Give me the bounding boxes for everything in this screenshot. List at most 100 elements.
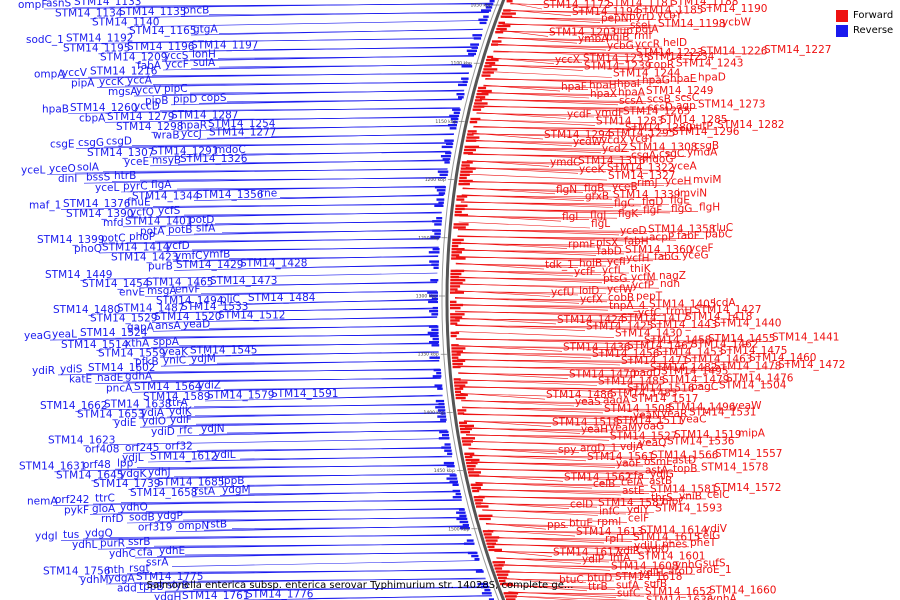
gene-label: flgA <box>151 179 172 191</box>
reverse-feature <box>431 328 439 331</box>
leader-line <box>247 491 460 495</box>
leader-line <box>472 469 701 472</box>
gene-label: pyrC <box>123 181 148 193</box>
kbp-tick-label: 1450 kbp <box>434 468 455 474</box>
gene-label: mviM <box>693 174 721 186</box>
leader-line <box>457 229 712 233</box>
forward-feature <box>498 21 505 25</box>
gene-label: STM14_1536 <box>667 436 735 448</box>
gene-label: lpp <box>117 458 134 470</box>
gene-label: ydiO <box>142 416 166 428</box>
gene-label: STM14_1430 <box>615 328 682 340</box>
reverse-feature <box>437 387 443 390</box>
gene-label: msyB <box>152 154 181 166</box>
reverse-feature <box>448 124 457 127</box>
reverse-feature <box>430 235 441 238</box>
gene-label: yaoF <box>616 458 641 470</box>
reverse-feature <box>444 449 452 452</box>
leader-line <box>173 474 456 477</box>
reverse-feature <box>440 155 451 158</box>
leader-line <box>141 334 438 338</box>
gene-label: scsB <box>647 93 671 105</box>
gene-label: astB <box>649 475 672 487</box>
gene-label: STM14_1226 <box>700 45 768 57</box>
gene-label: pncB <box>183 5 209 17</box>
gene-label: ydgM <box>222 484 251 496</box>
leader-line <box>455 277 659 281</box>
reverse-feature <box>432 248 440 251</box>
legend: Forward Reverse <box>836 8 893 38</box>
gene-label: STM14_1291 <box>151 146 218 158</box>
gene-label: grxB <box>585 191 609 203</box>
gene-label: STM14_1425 <box>586 321 653 333</box>
gene-label: sodB <box>129 512 155 524</box>
gene-label: yceG <box>682 249 709 261</box>
reverse-feature <box>470 43 479 46</box>
reverse-feature <box>475 570 484 573</box>
gene-label: STM14_1135 <box>119 6 186 18</box>
gene-label: yeaW <box>732 400 762 412</box>
gene-label: STM14_1494 <box>156 295 224 307</box>
gene-label: purR <box>100 538 125 550</box>
forward-feature <box>460 427 472 431</box>
leader-line <box>106 272 438 280</box>
gene-label: ptsG <box>603 273 627 285</box>
gene-label: ydjG <box>650 468 674 480</box>
gene-label: csgB <box>694 140 719 152</box>
forward-feature <box>450 279 466 282</box>
leader-line <box>470 140 629 144</box>
leader-line <box>500 31 635 34</box>
forward-feature <box>452 359 466 362</box>
leader-line <box>462 188 612 192</box>
gene-label: cbpA <box>79 112 106 124</box>
leader-line <box>507 10 700 14</box>
reverse-feature <box>431 263 439 266</box>
reverse-feature <box>449 480 458 483</box>
gene-label: csgE <box>50 138 75 150</box>
forward-feature <box>496 27 507 31</box>
reverse-feature <box>481 585 490 589</box>
gene-label: STM14_1511 <box>616 415 683 427</box>
reverse-feature <box>453 111 460 114</box>
forward-feature <box>482 71 494 74</box>
gene-label: STM14_1775 <box>136 571 203 583</box>
gene-label: yeaM <box>609 422 637 434</box>
gene-label: ycfS <box>158 205 181 217</box>
leader-line <box>483 85 617 89</box>
gene-label: ycfM <box>631 271 656 283</box>
gene-label: icdA <box>713 297 736 309</box>
gene-label: envE <box>119 287 145 299</box>
gene-label: ydiV <box>704 523 728 535</box>
kbp-tick-label: 1250 kbp <box>418 235 439 241</box>
forward-feature <box>454 387 464 390</box>
gene-label: rsgt <box>129 562 150 574</box>
gene-label: astD <box>672 455 696 467</box>
gene-label: gdhA <box>125 371 153 383</box>
reverse-feature <box>427 291 438 294</box>
gene-label: STM14_1244 <box>613 68 681 80</box>
forward-feature <box>458 182 470 186</box>
gene-label: STM14_1504 <box>719 379 787 391</box>
gene-label: argD_1 <box>580 442 617 454</box>
reverse-feature <box>466 49 477 52</box>
leader-line <box>510 3 671 7</box>
forward-feature <box>451 251 462 254</box>
gene-label: pykF <box>64 504 89 516</box>
gene-label: STM14_1326 <box>180 153 248 165</box>
gene-label: STM14_1520 <box>154 311 221 323</box>
forward-feature <box>460 170 473 173</box>
gene-label: STM14_1339 <box>613 189 680 201</box>
gene-label: yccJ <box>181 128 202 140</box>
gene-label: pqiA <box>635 23 659 35</box>
gene-label: STM14_1776 <box>246 588 314 600</box>
leader-line <box>154 569 483 573</box>
leader-line <box>456 243 624 246</box>
gene-label: STM14_1486 <box>546 389 614 401</box>
forward-feature <box>495 570 510 573</box>
gene-label: rnfD <box>101 513 124 525</box>
gene-label: hpaA <box>618 87 646 99</box>
reverse-feature <box>429 356 440 359</box>
gene-label: rimJ <box>637 177 658 189</box>
forward-feature <box>465 458 480 462</box>
leader-line <box>471 133 672 137</box>
